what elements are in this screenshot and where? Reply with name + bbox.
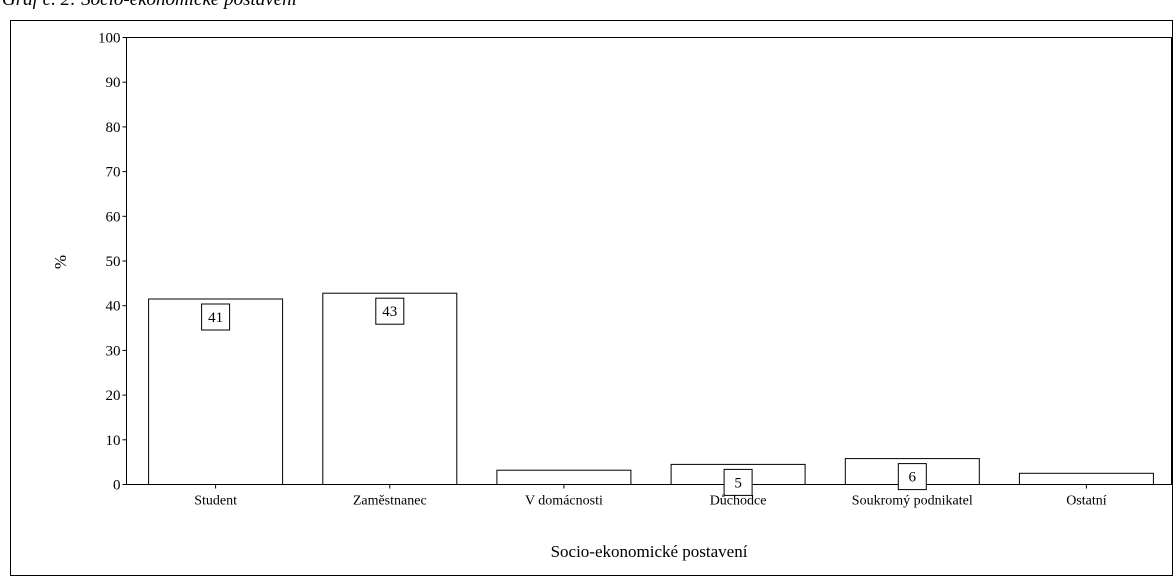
data-label-box (375, 297, 405, 325)
y-axis: 0 10 20 30 40 50 60 70 80 90 100 (98, 31, 127, 494)
y-axis-title: % (51, 255, 70, 269)
chart-title: Graf č. 2: Socio-ekonomické postavení (2, 0, 297, 11)
data-label-box (897, 463, 927, 491)
bar (1018, 472, 1154, 485)
y-tick-label: 70 (106, 165, 121, 181)
data-label-box (201, 303, 231, 331)
data-label: 5 (734, 475, 742, 491)
category-label: Student (194, 494, 237, 509)
y-tick-label: 20 (106, 388, 121, 404)
y-tick-label: 40 (106, 299, 121, 315)
chart-frame (10, 20, 1173, 576)
x-axis-title: Socio-ekonomické postavení (551, 542, 748, 561)
category-label: Ostatní (1066, 494, 1107, 509)
y-tick-label: 0 (113, 478, 121, 494)
y-tick-label: 90 (106, 75, 121, 91)
bars (148, 292, 1154, 486)
bar (322, 292, 458, 486)
y-tick-label: 80 (106, 120, 121, 136)
data-label: 6 (909, 470, 917, 486)
y-tick-label: 50 (106, 254, 121, 270)
bar (496, 469, 632, 486)
y-tick-label: 10 (106, 433, 121, 449)
y-tick-label: 60 (106, 209, 121, 225)
data-label-box (723, 468, 753, 496)
y-tick-label: 100 (98, 31, 121, 47)
x-axis: Student Zaměstnanec V domácnosti Důchodce So… (194, 484, 1107, 509)
category-label: Zaměstnanec (353, 494, 427, 509)
plot-area (126, 37, 1172, 485)
data-labels: 41 43 5 6 (201, 297, 927, 496)
data-label: 41 (208, 310, 223, 326)
category-label: Soukromý podnikatel (852, 494, 973, 509)
category-label: Důchodce (710, 494, 767, 509)
data-label: 43 (382, 304, 397, 320)
y-tick-label: 30 (106, 343, 121, 359)
category-label: V domácnosti (525, 494, 603, 509)
